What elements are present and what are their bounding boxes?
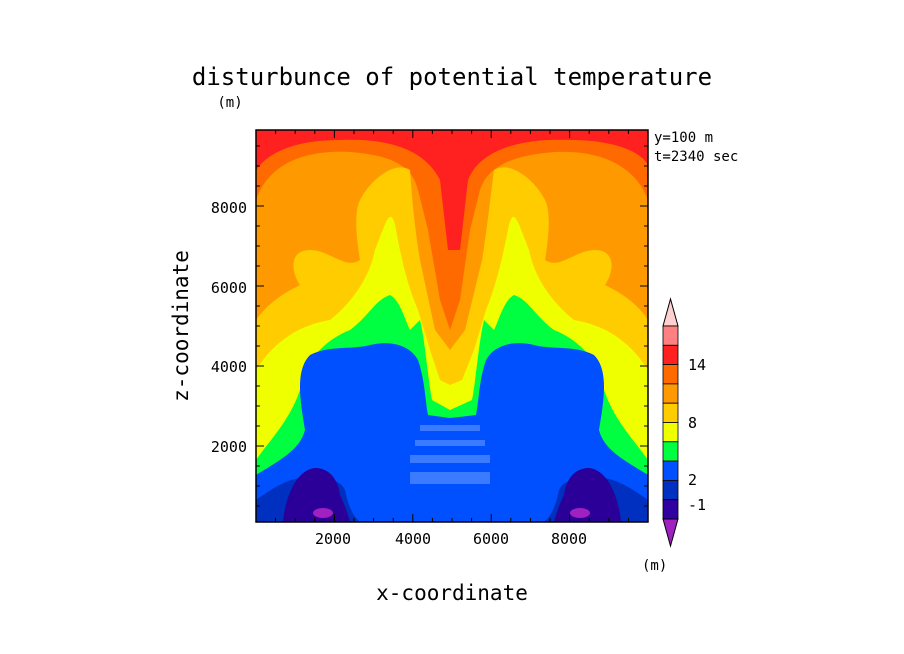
contour-band-center-1: [420, 425, 480, 431]
contour-field: [256, 130, 648, 522]
contour-region-indigo: [283, 468, 350, 522]
x-tick-4000: 4000: [395, 530, 431, 548]
colorbar-top-arrow: [662, 297, 679, 327]
annotation-y: y=100 m: [654, 130, 713, 146]
contour-band-center-3: [410, 455, 490, 463]
colorbar-units-label: (m): [642, 558, 667, 574]
colorbar-label-minus1: -1: [688, 496, 706, 514]
y-axis-label: z-coordinate: [169, 250, 193, 402]
colorbar-bottom-arrow: [662, 518, 679, 548]
colorbar-segment: [662, 479, 679, 501]
y-tick-2000: 2000: [211, 438, 247, 456]
colorbar-label-2: 2: [688, 471, 697, 489]
colorbar-segment: [662, 422, 679, 443]
colorbar-segment: [662, 364, 679, 385]
colorbar-segment: [662, 402, 679, 423]
colorbar-segment: [662, 499, 679, 520]
colorbar-segment: [662, 441, 679, 462]
y-tick-8000: 8000: [211, 199, 247, 217]
contour-region-blue: [256, 343, 648, 522]
top-units-label: (m): [217, 95, 242, 111]
colorbar-label-8: 8: [688, 414, 697, 432]
x-tick-8000: 8000: [551, 530, 587, 548]
y-tick-4000: 4000: [211, 358, 247, 376]
chart-title: disturbunce of potential temperature: [192, 63, 712, 91]
contour-min-left: [313, 508, 333, 518]
colorbar-segment: [662, 460, 679, 481]
colorbar-segment: [662, 325, 679, 346]
colorbar-segment: [662, 344, 679, 365]
contour-band-center-2: [415, 440, 485, 446]
contour-min-right: [570, 508, 590, 518]
colorbar-segment: [662, 383, 679, 404]
colorbar: [662, 297, 679, 548]
y-tick-6000: 6000: [211, 279, 247, 297]
x-tick-2000: 2000: [315, 530, 351, 548]
x-axis-label: x-coordinate: [376, 581, 528, 605]
annotation-t: t=2340 sec: [654, 149, 738, 165]
contour-band-center-4: [410, 472, 490, 484]
colorbar-label-14: 14: [688, 356, 706, 374]
contour-region-indigo-right: [554, 468, 621, 522]
x-tick-6000: 6000: [473, 530, 509, 548]
tick-marks: [256, 130, 648, 522]
